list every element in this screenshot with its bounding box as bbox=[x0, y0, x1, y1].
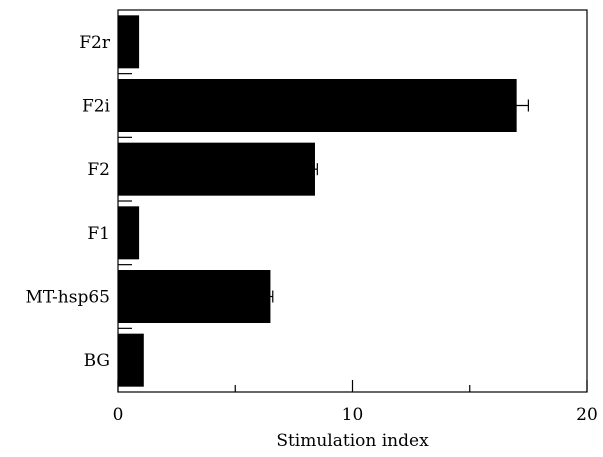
bar-f2r bbox=[118, 15, 140, 69]
bar-f2 bbox=[118, 142, 315, 196]
category-label-mt-hsp65: MT-hsp65 bbox=[26, 288, 111, 308]
x-axis-title: Stimulation index bbox=[276, 431, 429, 451]
category-label-bg: BG bbox=[84, 351, 110, 371]
category-label-f1: F1 bbox=[87, 224, 110, 244]
plot-frame bbox=[117, 9, 588, 393]
x-tick-label: 20 bbox=[576, 405, 598, 425]
error-bars-layer bbox=[268, 99, 529, 303]
category-label-f2i: F2i bbox=[82, 97, 111, 117]
axis-labels: F2r F2i F2 F1 MT-hsp65 BG 0 10 20 bbox=[26, 33, 598, 425]
category-label-f2: F2 bbox=[87, 160, 110, 180]
category-label-f2r: F2r bbox=[79, 33, 111, 53]
bar-f1 bbox=[118, 206, 140, 260]
bars-layer bbox=[118, 15, 517, 387]
x-tick-label: 10 bbox=[342, 405, 364, 425]
axis-ticks bbox=[117, 73, 588, 392]
bar-mt-hsp65 bbox=[118, 270, 271, 323]
x-tick-label: 0 bbox=[113, 405, 124, 425]
bar-f2i bbox=[118, 79, 517, 132]
plot-frame-rect bbox=[117, 9, 588, 393]
bar-bg bbox=[118, 333, 144, 387]
